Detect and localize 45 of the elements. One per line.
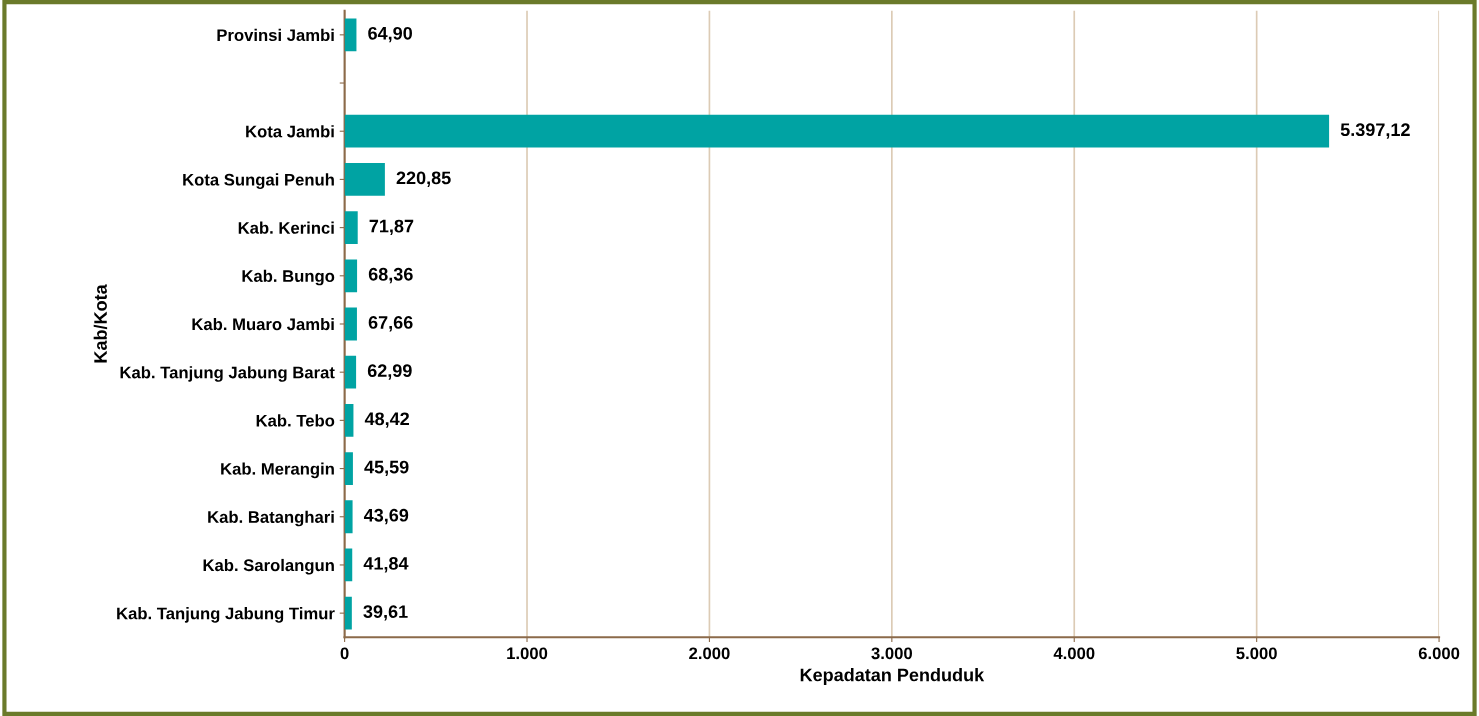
bar [344, 211, 358, 244]
x-tick-label: 0 [340, 647, 349, 660]
x-tick-label: 1.000 [507, 647, 548, 660]
bar [344, 452, 353, 485]
x-tick-label: 3.000 [871, 647, 913, 660]
data-label: 220,85 [396, 171, 451, 187]
y-tick-label: Kab. Kerinci [238, 221, 334, 234]
y-axis-title: Kab/Kota [93, 284, 108, 363]
y-tick-label: Kab. Batanghari [208, 510, 334, 527]
data-label: 71,87 [369, 219, 414, 236]
y-tick-label: Kab. Muaro Jambi [192, 317, 334, 331]
data-label: 62,99 [367, 364, 412, 380]
data-label: 43,69 [363, 508, 409, 525]
bar [344, 596, 352, 630]
y-tick-label: Kab. Tanjung Jabung Timur [117, 607, 335, 623]
bar [344, 355, 357, 389]
bar [344, 548, 353, 582]
bar [344, 500, 353, 534]
bar [344, 259, 358, 293]
bar [344, 307, 357, 341]
y-tick-label: Kab. Tebo [256, 414, 335, 427]
y-tick-label: Kab. Bungo [242, 269, 335, 286]
data-label: 68,36 [368, 267, 413, 284]
bar [344, 114, 1330, 148]
bar [344, 163, 385, 196]
bar [344, 403, 354, 437]
data-label: 41,84 [363, 557, 409, 573]
data-label: 5.397,12 [1340, 123, 1410, 139]
data-label: 39,61 [363, 605, 408, 621]
data-label: 67,66 [368, 316, 413, 332]
data-label: 64,90 [368, 26, 412, 43]
y-tick-label: Kab. Merangin [221, 462, 334, 479]
x-tick-label: 5.000 [1236, 647, 1277, 660]
x-tick-label: 2.000 [689, 647, 730, 660]
bar [344, 18, 357, 52]
y-tick-label: Provinsi Jambi [217, 28, 334, 42]
y-tick-label: Kota Jambi [246, 125, 334, 138]
y-tick-label: Kota Sungai Penuh [183, 173, 334, 189]
x-tick-label: 4.000 [1053, 647, 1095, 660]
data-label: 45,59 [364, 460, 409, 477]
data-label: 48,42 [364, 412, 410, 428]
x-tick-label: 6.000 [1418, 647, 1460, 660]
x-axis-title: Kepadatan Penduduk [800, 668, 985, 685]
y-tick-label: Kab. Tanjung Jabung Barat [120, 366, 335, 382]
y-tick-label: Kab. Sarolangun [203, 558, 334, 575]
